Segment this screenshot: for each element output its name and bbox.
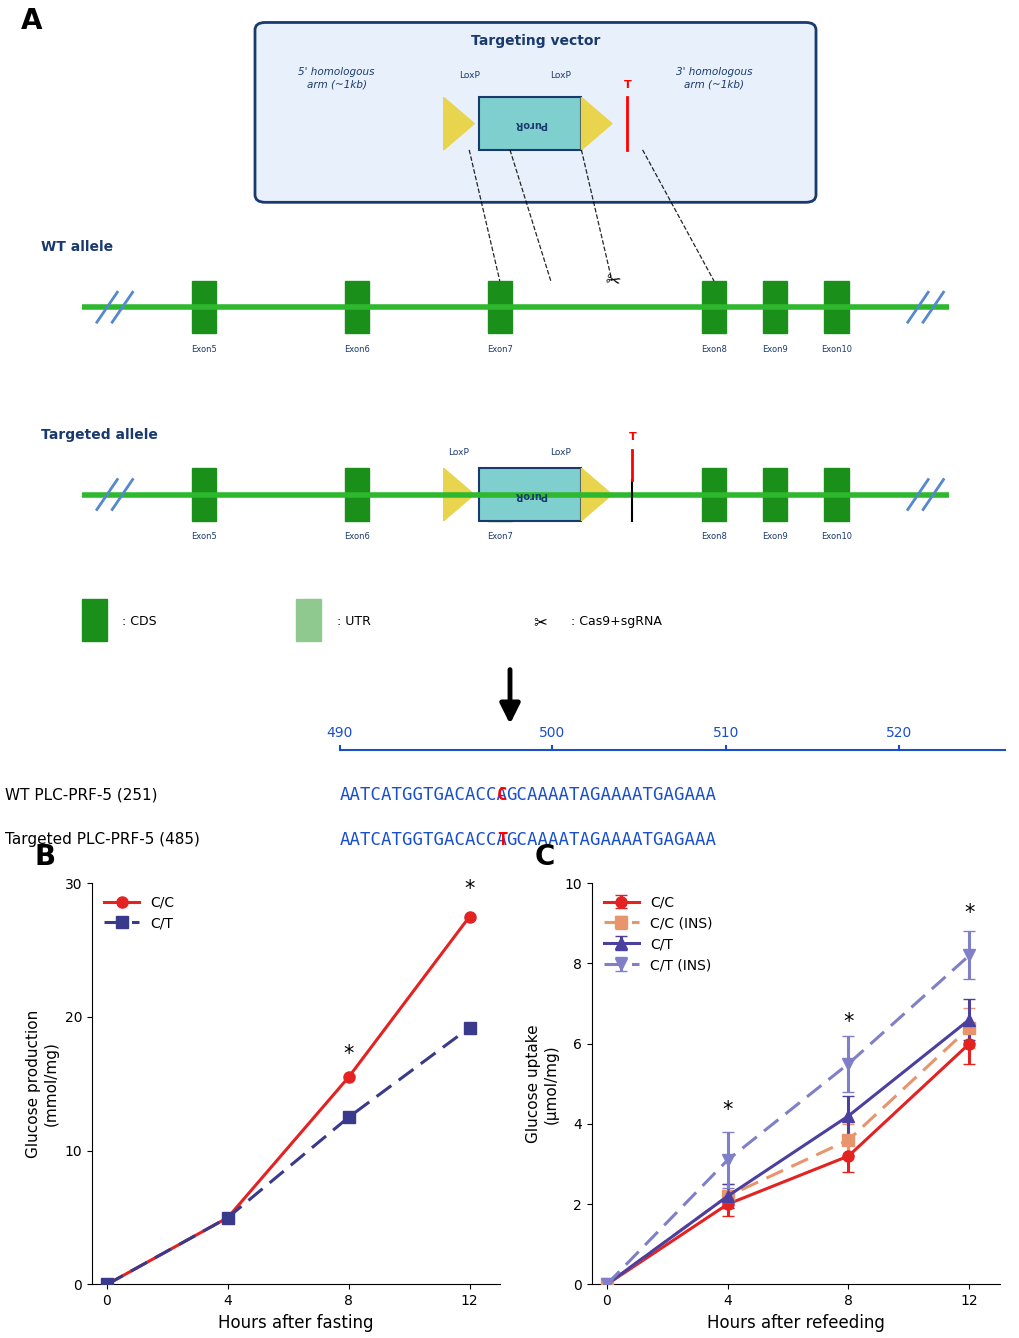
- Y-axis label: Glucose uptake
(μmol/mg): Glucose uptake (μmol/mg): [526, 1025, 558, 1143]
- Text: Exon6: Exon6: [343, 533, 370, 541]
- Text: AATCATGGTGACACCA: AATCATGGTGACACCA: [339, 831, 507, 848]
- Text: *: *: [721, 1100, 732, 1120]
- Bar: [762, 281, 787, 333]
- Text: *: *: [963, 903, 973, 923]
- Bar: [479, 468, 581, 520]
- Text: 5' homologous
arm (~1kb): 5' homologous arm (~1kb): [299, 67, 375, 90]
- Legend: C/C, C/T: C/C, C/T: [99, 890, 179, 937]
- Text: Targeted PLC-PRF-5 (485): Targeted PLC-PRF-5 (485): [5, 832, 200, 847]
- Bar: [296, 599, 321, 641]
- Text: C: C: [496, 785, 506, 804]
- X-axis label: Hours after fasting: Hours after fasting: [218, 1314, 373, 1331]
- Text: B: B: [35, 843, 56, 871]
- Text: Exon9: Exon9: [761, 533, 788, 541]
- Bar: [487, 281, 512, 333]
- Text: A: A: [20, 8, 42, 36]
- Polygon shape: [443, 468, 474, 520]
- C/T: [342, 1109, 355, 1125]
- Text: Exon5: Exon5: [191, 345, 217, 353]
- X-axis label: Hours after refeeding: Hours after refeeding: [706, 1314, 883, 1331]
- Text: LoxP: LoxP: [550, 71, 571, 80]
- Text: Exon8: Exon8: [700, 345, 727, 353]
- C/T: [463, 1020, 475, 1036]
- Text: LoxP: LoxP: [448, 448, 469, 458]
- Line: C/C: C/C: [101, 911, 475, 1290]
- Text: *: *: [343, 1044, 354, 1064]
- Bar: [823, 281, 848, 333]
- Text: 490: 490: [326, 727, 353, 740]
- Text: AATCATGGTGACACCA: AATCATGGTGACACCA: [339, 785, 507, 804]
- Line: C/T: C/T: [101, 1022, 475, 1290]
- FancyBboxPatch shape: [255, 23, 815, 202]
- Bar: [823, 468, 848, 520]
- Text: Exon6: Exon6: [343, 345, 370, 353]
- C/C: [342, 1069, 355, 1085]
- Polygon shape: [581, 468, 611, 520]
- Polygon shape: [581, 98, 611, 150]
- Y-axis label: Glucose production
(mmol/mg): Glucose production (mmol/mg): [26, 1010, 59, 1157]
- Text: 510: 510: [712, 727, 739, 740]
- Text: LoxP: LoxP: [550, 448, 571, 458]
- Bar: [487, 468, 512, 520]
- Text: PuroR: PuroR: [514, 119, 546, 128]
- Text: GCAAAATAGAAAATGAGAAA: GCAAAATAGAAAATGAGAAA: [506, 831, 716, 848]
- Text: 500: 500: [538, 727, 565, 740]
- Text: GCAAAATAGAAAATGAGAAA: GCAAAATAGAAAATGAGAAA: [506, 785, 716, 804]
- Text: : UTR: : UTR: [336, 615, 370, 629]
- C/T: [101, 1276, 113, 1293]
- Text: Exon10: Exon10: [820, 533, 851, 541]
- Bar: [701, 468, 726, 520]
- Legend: C/C, C/C (INS), C/T, C/T (INS): C/C, C/C (INS), C/T, C/T (INS): [598, 890, 717, 978]
- Text: Exon7: Exon7: [486, 533, 513, 541]
- Text: T: T: [496, 831, 506, 848]
- Text: ✂: ✂: [533, 613, 547, 632]
- Text: 3' homologous
arm (~1kb): 3' homologous arm (~1kb): [676, 67, 752, 90]
- Bar: [192, 281, 216, 333]
- Polygon shape: [443, 98, 474, 150]
- Text: Exon8: Exon8: [700, 533, 727, 541]
- Text: WT PLC-PRF-5 (251): WT PLC-PRF-5 (251): [5, 787, 157, 803]
- Bar: [344, 468, 369, 520]
- C/T: [221, 1210, 233, 1226]
- Bar: [479, 98, 581, 150]
- Text: Exon7: Exon7: [486, 345, 513, 353]
- Text: Exon10: Exon10: [820, 345, 851, 353]
- Bar: [82, 599, 107, 641]
- Text: *: *: [464, 879, 474, 899]
- Text: T: T: [628, 432, 636, 442]
- Bar: [762, 468, 787, 520]
- Text: Targeting vector: Targeting vector: [471, 33, 599, 48]
- Text: WT allele: WT allele: [41, 241, 113, 254]
- Text: ✂: ✂: [602, 270, 621, 292]
- Text: 520: 520: [886, 727, 911, 740]
- Text: C: C: [534, 843, 554, 871]
- Bar: [344, 281, 369, 333]
- C/C: [101, 1276, 113, 1293]
- Text: Exon9: Exon9: [761, 345, 788, 353]
- C/C: [221, 1210, 233, 1226]
- Text: *: *: [843, 1012, 853, 1032]
- Text: PuroR: PuroR: [514, 490, 546, 499]
- Text: Exon5: Exon5: [191, 533, 217, 541]
- Bar: [701, 281, 726, 333]
- Text: : Cas9+sgRNA: : Cas9+sgRNA: [571, 615, 661, 629]
- Text: : CDS: : CDS: [122, 615, 157, 629]
- Text: LoxP: LoxP: [459, 71, 479, 80]
- Bar: [192, 468, 216, 520]
- Text: T: T: [623, 80, 631, 90]
- C/C: [463, 909, 475, 925]
- Text: Targeted allele: Targeted allele: [41, 428, 158, 442]
